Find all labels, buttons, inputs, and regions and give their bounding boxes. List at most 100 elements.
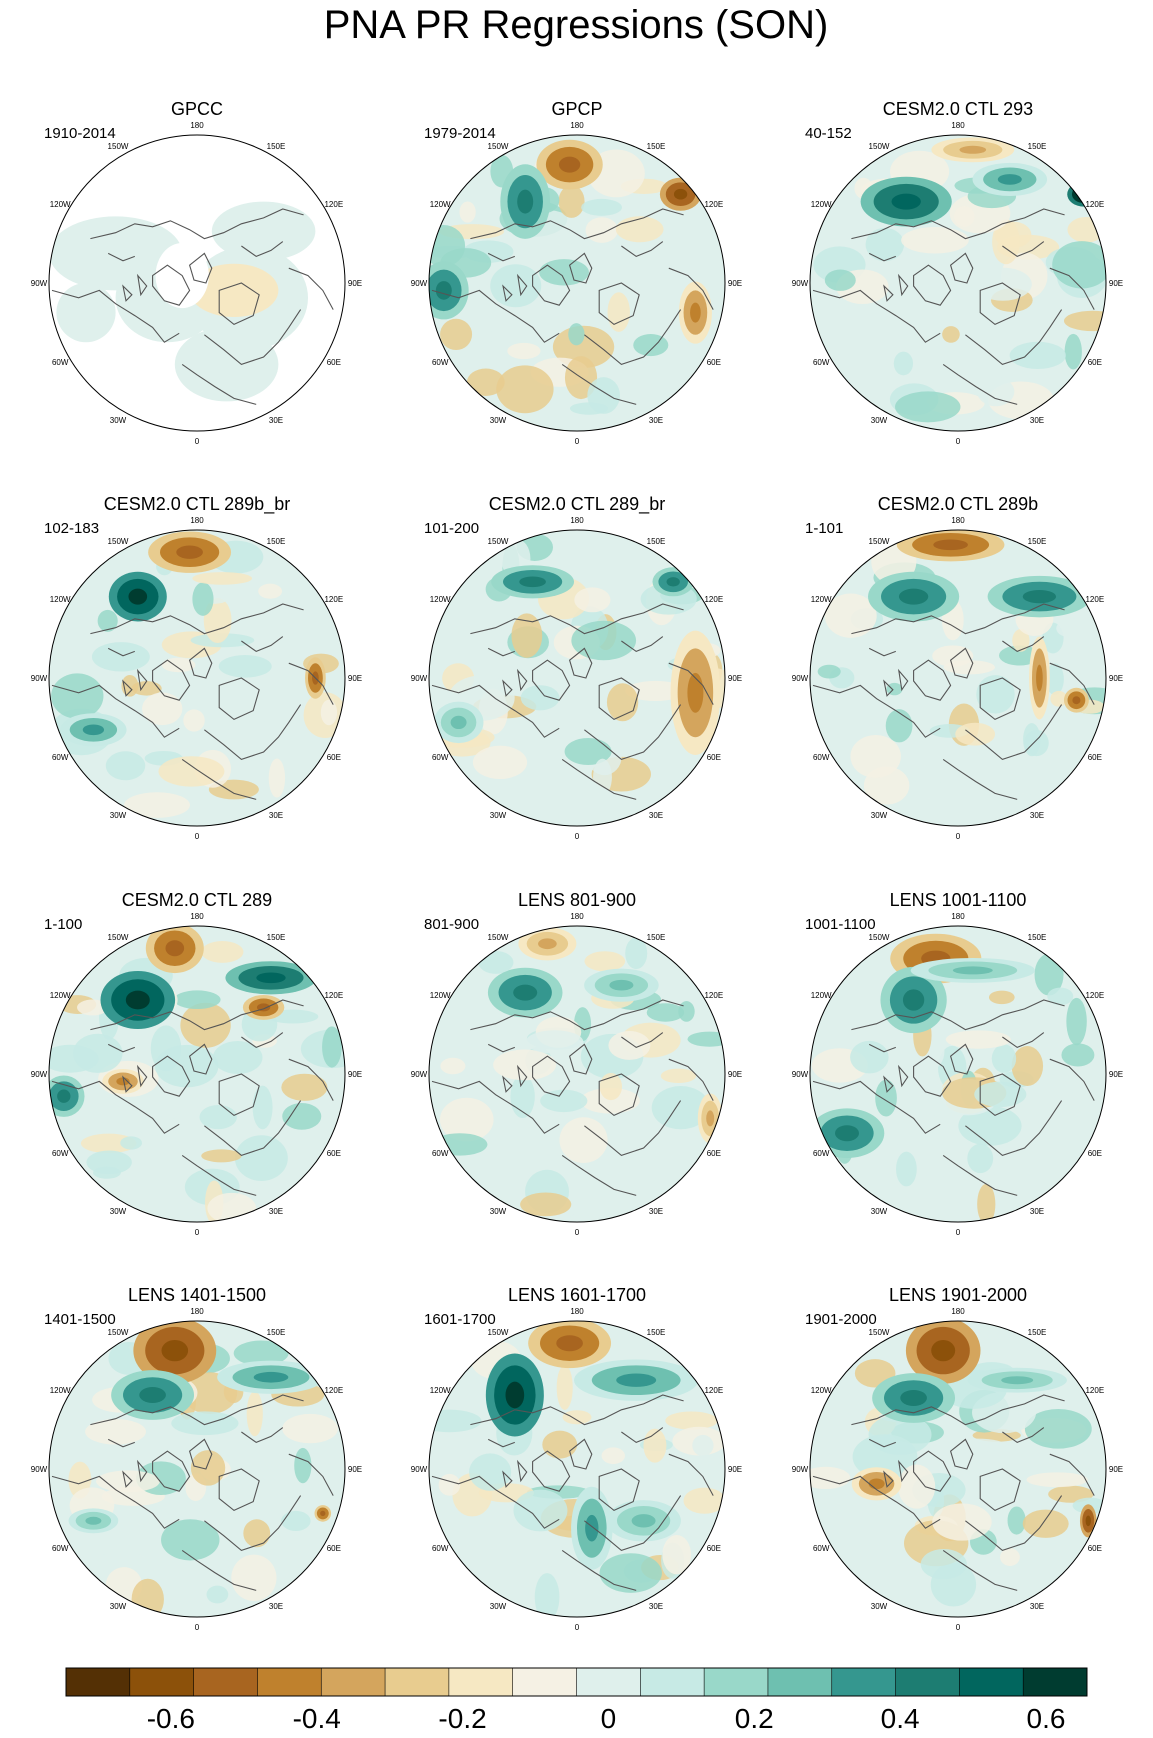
field-blob: [955, 722, 996, 746]
field-blob: [568, 323, 585, 346]
field-blob: [520, 1192, 572, 1217]
field-blob: [950, 1438, 1005, 1452]
panel-years: 102-183: [44, 520, 99, 537]
field-blob: [1085, 1515, 1091, 1527]
field-blob: [125, 990, 150, 1010]
field-blob: [584, 951, 626, 972]
field-blob: [1064, 333, 1082, 370]
coastline: [942, 1154, 1018, 1196]
field-blob: [692, 1434, 714, 1457]
longitude-label: 60W: [813, 753, 830, 762]
panel-title: CESM2.0 CTL 289b: [878, 494, 1038, 514]
map-field: [49, 135, 345, 431]
longitude-label: 0: [195, 1623, 200, 1632]
map-field: [810, 926, 1106, 1222]
coastline: [1049, 662, 1095, 705]
longitude-label: 30W: [871, 416, 888, 425]
coastline: [851, 999, 1065, 1031]
coastline: [502, 679, 513, 697]
coastline: [107, 647, 135, 657]
panels-grid: 180 150E 120E 90E 60E 30E 0 30W 60W 90W 120W 150W GP…: [31, 99, 1123, 1632]
longitude-label: 150W: [108, 142, 129, 151]
longitude-label: 120E: [704, 991, 723, 1000]
coastline: [532, 1450, 571, 1492]
field-blob: [1034, 953, 1064, 996]
field-blob: [218, 655, 272, 678]
field-blob: [868, 1414, 932, 1455]
coastline: [122, 679, 133, 697]
field-blob: [999, 645, 1041, 666]
field-blob: [91, 642, 150, 672]
coastline: [136, 1064, 148, 1088]
field-blob: [207, 1192, 257, 1222]
map-panel: 180 150E 120E 90E 60E 30E 0 30W 60W 90W 120W 150W LE…: [792, 1285, 1123, 1632]
field-blob: [988, 990, 1015, 1005]
longitude-label: 90E: [1109, 674, 1123, 683]
coastline: [204, 704, 302, 761]
field-blob: [609, 979, 634, 991]
field-blob: [82, 724, 105, 736]
map-field: [810, 1321, 1106, 1617]
map-boundary: [48, 925, 346, 1223]
field-blob: [893, 351, 914, 376]
longitude-label: 90W: [31, 674, 48, 683]
coastline: [1049, 267, 1095, 310]
field-blob: [161, 657, 196, 673]
field-blob: [835, 1125, 859, 1142]
field-blob: [1002, 759, 1062, 795]
longitude-label: 180: [190, 516, 204, 525]
coastline: [181, 758, 257, 800]
field-blob: [631, 1514, 656, 1528]
map-boundary: [809, 925, 1107, 1223]
coastline: [51, 1475, 180, 1529]
panel-title: LENS 1901-2000: [889, 1285, 1027, 1305]
field-blob: [180, 1002, 231, 1048]
field-blob: [1045, 663, 1064, 696]
longitude-label: 0: [575, 832, 580, 841]
field-blob: [234, 1135, 288, 1182]
coastline: [181, 363, 257, 405]
coastline: [868, 252, 896, 262]
longitude-label: 60E: [707, 1149, 721, 1158]
coastline: [883, 679, 894, 697]
field-blob: [469, 1453, 512, 1491]
colorbar: -0.6 -0.4 -0.2 0 0.2 0.4 0.6: [65, 1667, 1088, 1734]
field-blob: [931, 1339, 956, 1362]
panel-title: LENS 1401-1500: [128, 1285, 266, 1305]
coastline: [979, 1468, 1021, 1512]
longitude-label: 180: [190, 1307, 204, 1316]
panel-title: LENS 1001-1100: [890, 890, 1027, 910]
field-blob: [80, 1133, 137, 1154]
longitude-label: 60E: [327, 358, 341, 367]
field-blob: [226, 716, 273, 761]
field-blob: [958, 1106, 1022, 1146]
panel-years: 1-100: [44, 916, 82, 933]
coastline: [949, 1438, 974, 1470]
field-blob: [507, 342, 541, 360]
coastline: [979, 1073, 1021, 1117]
field-blob: [646, 1003, 685, 1022]
map-field: [429, 135, 725, 431]
longitude-label: 150W: [108, 933, 129, 942]
coastline: [288, 267, 334, 310]
longitude-label: 30E: [649, 416, 663, 425]
field-blob: [651, 1086, 710, 1130]
longitude-label: 0: [575, 437, 580, 446]
panel-years: 40-152: [805, 125, 852, 142]
field-blob: [539, 259, 589, 286]
field-blob: [131, 681, 162, 696]
colorbar-swatch: [385, 1668, 450, 1696]
longitude-label: 90W: [31, 279, 48, 288]
colorbar-swatch: [66, 1668, 131, 1696]
coastline: [218, 1468, 260, 1512]
coastline: [288, 1453, 334, 1496]
field-blob: [616, 1373, 657, 1387]
coastline: [621, 241, 664, 258]
field-blob: [607, 292, 630, 332]
coastline: [188, 1438, 213, 1470]
coastline: [152, 659, 191, 701]
longitude-label: 30W: [490, 1207, 507, 1216]
longitude-label: 60W: [52, 1149, 69, 1158]
coastline: [90, 1394, 304, 1426]
